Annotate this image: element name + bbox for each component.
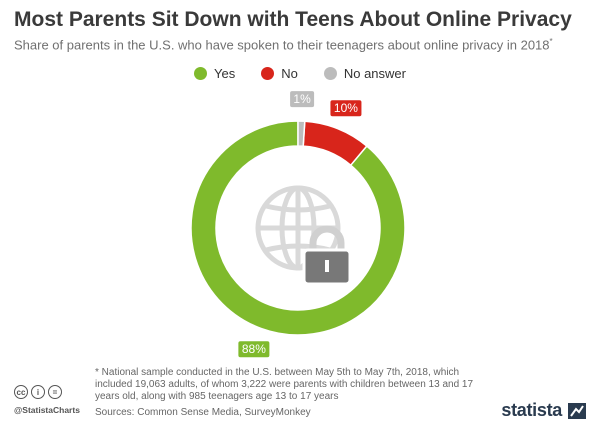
subtitle-footnote-mark: *	[549, 37, 553, 46]
data-label-box-yes	[238, 341, 270, 358]
subtitle-text: Share of parents in the U.S. who have sp…	[14, 37, 550, 53]
legend-item-no-answer: No answer	[323, 66, 406, 81]
legend: Yes No No answer	[0, 66, 600, 81]
donut-labels: 88% 10% 1%	[238, 91, 362, 358]
sources: Sources: Common Sense Media, SurveyMonke…	[95, 407, 311, 418]
data-label-yes: 88%	[238, 341, 270, 358]
globe-with-padlock-icon	[255, 185, 352, 286]
padlock-shackle	[309, 225, 345, 252]
statista-logo-icon	[568, 402, 586, 419]
legend-item-no: No	[261, 66, 298, 81]
donut-slice-no	[302, 120, 368, 167]
no-derivatives-icon: =	[48, 385, 62, 399]
twitter-handle: @StatistaCharts	[14, 405, 80, 415]
legend-swatch-yes	[194, 67, 207, 80]
donut-slice-yes	[190, 120, 406, 336]
legend-swatch-no	[261, 67, 275, 80]
footnote: * National sample conducted in the U.S. …	[95, 367, 474, 402]
padlock-keyhole	[325, 260, 329, 272]
cc-icon: cc	[14, 385, 28, 399]
chart-subtitle: Share of parents in the U.S. who have sp…	[14, 37, 594, 52]
legend-label-no: No	[281, 66, 298, 81]
attribution-icon: i	[31, 385, 45, 399]
legend-label-yes: Yes	[214, 66, 236, 81]
data-label-box-no-answer	[290, 91, 315, 108]
legend-label-no-answer: No answer	[343, 66, 406, 81]
donut-slice-no-answer	[297, 120, 306, 147]
statista-logo[interactable]: statista	[501, 400, 586, 421]
data-label-text-no: 10%	[334, 101, 358, 115]
legend-item-yes: Yes	[194, 66, 235, 81]
license-icons: cc i =	[14, 385, 62, 399]
data-label-box-no	[330, 100, 362, 117]
legend-swatch-no-answer	[323, 67, 337, 80]
data-label-text-yes: 88%	[242, 342, 266, 356]
chart-title: Most Parents Sit Down with Teens About O…	[14, 8, 572, 31]
statista-wordmark: statista	[501, 400, 562, 420]
data-label-text-no-answer: 1%	[293, 92, 311, 106]
donut-slices	[190, 120, 406, 336]
globe-parallel-top	[265, 203, 331, 213]
data-label-no-answer: 1%	[290, 91, 315, 108]
data-label-no: 10%	[330, 100, 362, 117]
